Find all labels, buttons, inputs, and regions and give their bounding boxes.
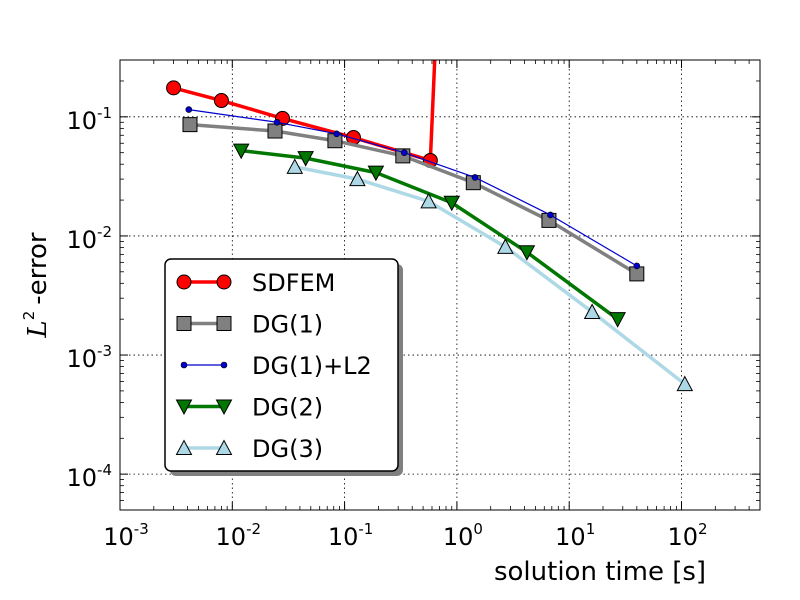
- series-sdfem: [166, 60, 438, 168]
- data-point-dg-1-l2: [185, 106, 193, 113]
- y-tick-label: 10-3: [66, 342, 112, 373]
- series-dg-1-l2: [185, 106, 641, 270]
- legend-marker: [216, 274, 232, 290]
- legend-marker: [216, 316, 232, 331]
- legend-marker: [215, 399, 233, 416]
- x-tick-label-base: 10: [103, 523, 134, 551]
- series-layer: [166, 60, 694, 392]
- y-tick-label: 10-4: [66, 461, 112, 492]
- x-tick-label-exp: -3: [134, 520, 149, 538]
- data-point-dg-1-l2: [547, 211, 554, 219]
- data-point-dg-3: [676, 375, 694, 392]
- y-axis-title-exp: 2: [20, 311, 38, 321]
- x-tick-label-base: 10: [667, 523, 698, 551]
- legend-marker: [215, 439, 233, 455]
- y-tick-label-base: 10: [66, 345, 97, 373]
- legend-marker: [180, 361, 188, 369]
- y-tick-label-exp: -3: [97, 342, 112, 360]
- legend-marker: [220, 361, 228, 369]
- legend-marker: [175, 399, 193, 416]
- ticks: [119, 60, 760, 510]
- data-point-dg-3: [497, 238, 514, 254]
- data-point-dg-1: [267, 123, 283, 139]
- y-axis-title-text: -error: [23, 232, 53, 305]
- series-dg-2: [232, 143, 626, 328]
- data-point-dg-1-l2: [333, 130, 340, 138]
- x-tick-label: 10-3: [103, 520, 149, 551]
- data-point-dg-3: [583, 303, 601, 319]
- y-tick-label: 10-2: [66, 223, 112, 254]
- data-point-dg-2: [518, 245, 536, 261]
- legend-label: DG(1): [252, 311, 323, 339]
- legend-entry-dg-1: DG(1): [176, 311, 323, 339]
- y-axis-title-base: L: [23, 320, 53, 338]
- legend-marker: [176, 274, 192, 290]
- x-tick-label-base: 10: [555, 523, 586, 551]
- y-tick-label-exp: -2: [97, 223, 112, 241]
- y-tick-label: 10-1: [66, 104, 112, 135]
- legend-marker: [175, 439, 193, 455]
- y-tick-label-base: 10: [66, 107, 97, 135]
- data-point-dg-1: [182, 117, 198, 133]
- y-tick-label-base: 10: [66, 226, 97, 254]
- legend-label: DG(1)+L2: [252, 352, 372, 380]
- x-tick-label-exp: -2: [246, 520, 261, 538]
- series-line-sdfem: [173, 60, 437, 163]
- x-tick-label-exp: 2: [698, 520, 708, 538]
- x-tick-label-exp: -1: [358, 520, 373, 538]
- data-point-dg-1-l2: [273, 118, 281, 126]
- legend-entry-dg-1-l2: DG(1)+L2: [180, 352, 372, 380]
- data-point-dg-3: [349, 170, 366, 187]
- data-point-sdfem: [166, 80, 182, 96]
- series-line-dg-3: [294, 165, 686, 386]
- legend-label: DG(2): [252, 394, 323, 422]
- data-point-dg-2: [232, 143, 250, 160]
- legend-marker: [176, 316, 192, 331]
- series-dg-1: [182, 117, 645, 282]
- data-point-dg-2: [609, 312, 626, 328]
- series-dg-3: [286, 158, 694, 392]
- y-axis-title: L2 -error: [20, 232, 53, 338]
- x-tick-label-exp: 0: [473, 520, 483, 538]
- x-tick-label: 10-1: [328, 520, 374, 551]
- legend-entry-sdfem: SDFEM: [176, 269, 335, 297]
- legend-entry-dg-3: DG(3): [175, 435, 323, 463]
- legend-entry-dg-2: DG(2): [175, 394, 323, 422]
- x-tick-label: 102: [667, 520, 707, 551]
- y-tick-label-exp: -4: [97, 461, 112, 479]
- y-tick-label-base: 10: [66, 464, 97, 492]
- legend-label: SDFEM: [252, 269, 335, 297]
- legend-box: [164, 258, 399, 472]
- x-tick-label-base: 10: [216, 523, 247, 551]
- x-tick-label-exp: 1: [586, 520, 596, 538]
- x-tick-label: 10-2: [216, 520, 262, 551]
- data-point-dg-3: [420, 192, 437, 209]
- data-point-dg-2: [367, 165, 385, 182]
- legend-label: DG(3): [252, 435, 323, 463]
- legend-entries: SDFEM DG(1) DG(1)+L2 DG(2) DG(3): [175, 269, 372, 463]
- x-tick-label: 101: [555, 520, 595, 551]
- data-point-dg-3: [286, 158, 304, 174]
- x-tick-label: 100: [443, 520, 483, 551]
- plot-frame: [119, 59, 761, 511]
- data-point-dg-2: [443, 195, 461, 212]
- svg-text:L2-error: L2 -error: [20, 232, 53, 338]
- x-tick-label-base: 10: [328, 523, 359, 551]
- series-line-dg-2: [240, 148, 619, 321]
- x-axis-title: solution time [s]: [494, 557, 706, 587]
- legend: SDFEM DG(1) DG(1)+L2 DG(2) DG(3): [164, 258, 403, 476]
- data-point-dg-1-l2: [471, 174, 479, 181]
- data-point-dg-2: [297, 151, 314, 167]
- y-tick-label-exp: -1: [97, 104, 112, 122]
- data-point-sdfem: [213, 93, 229, 109]
- x-tick-label-base: 10: [443, 523, 474, 551]
- data-point-dg-1-l2: [633, 262, 641, 270]
- data-point-dg-1-l2: [400, 149, 408, 156]
